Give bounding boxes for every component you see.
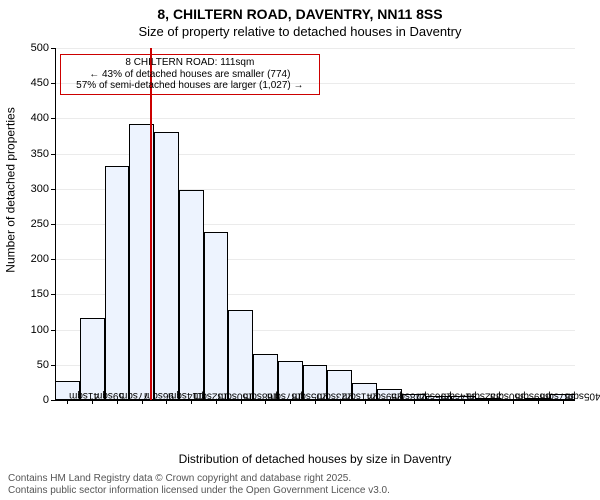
y-axis xyxy=(55,48,56,400)
y-tick-label: 0 xyxy=(9,394,49,406)
annotation-line2: ← 43% of detached houses are smaller (77… xyxy=(65,69,315,81)
footnote-line2: Contains public sector information licen… xyxy=(8,485,390,497)
y-tick-label: 450 xyxy=(9,77,49,89)
chart-plot-area: 05010015020025030035040045050041sqm59sqm… xyxy=(55,48,575,428)
histogram-bar xyxy=(105,166,130,400)
y-tick-label: 150 xyxy=(9,288,49,300)
y-tick-label: 200 xyxy=(9,253,49,265)
gridline xyxy=(55,118,575,119)
y-tick-label: 100 xyxy=(9,324,49,336)
histogram-bar xyxy=(228,310,253,400)
y-tick-label: 500 xyxy=(9,42,49,54)
annotation-line3: 57% of semi-detached houses are larger (… xyxy=(65,80,315,92)
page-subtitle: Size of property relative to detached ho… xyxy=(0,24,600,40)
y-tick-label: 350 xyxy=(9,148,49,160)
x-axis-label: Distribution of detached houses by size … xyxy=(55,452,575,466)
y-tick-label: 250 xyxy=(9,218,49,230)
histogram-bar xyxy=(179,190,204,400)
y-tick-label: 300 xyxy=(9,183,49,195)
histogram-bar xyxy=(204,232,229,400)
marker-line xyxy=(150,48,152,400)
histogram-bar xyxy=(80,318,105,400)
page-title: 8, CHILTERN ROAD, DAVENTRY, NN11 8SS xyxy=(0,6,600,24)
footnote: Contains HM Land Registry data © Crown c… xyxy=(8,473,390,496)
y-tick-label: 50 xyxy=(9,359,49,371)
x-axis xyxy=(55,400,575,401)
y-tick-label: 400 xyxy=(9,112,49,124)
annotation-line1: 8 CHILTERN ROAD: 111sqm xyxy=(65,57,315,69)
histogram-bar xyxy=(154,132,179,400)
footnote-line1: Contains HM Land Registry data © Crown c… xyxy=(8,473,390,485)
annotation-box: 8 CHILTERN ROAD: 111sqm← 43% of detached… xyxy=(60,54,320,95)
gridline xyxy=(55,48,575,49)
